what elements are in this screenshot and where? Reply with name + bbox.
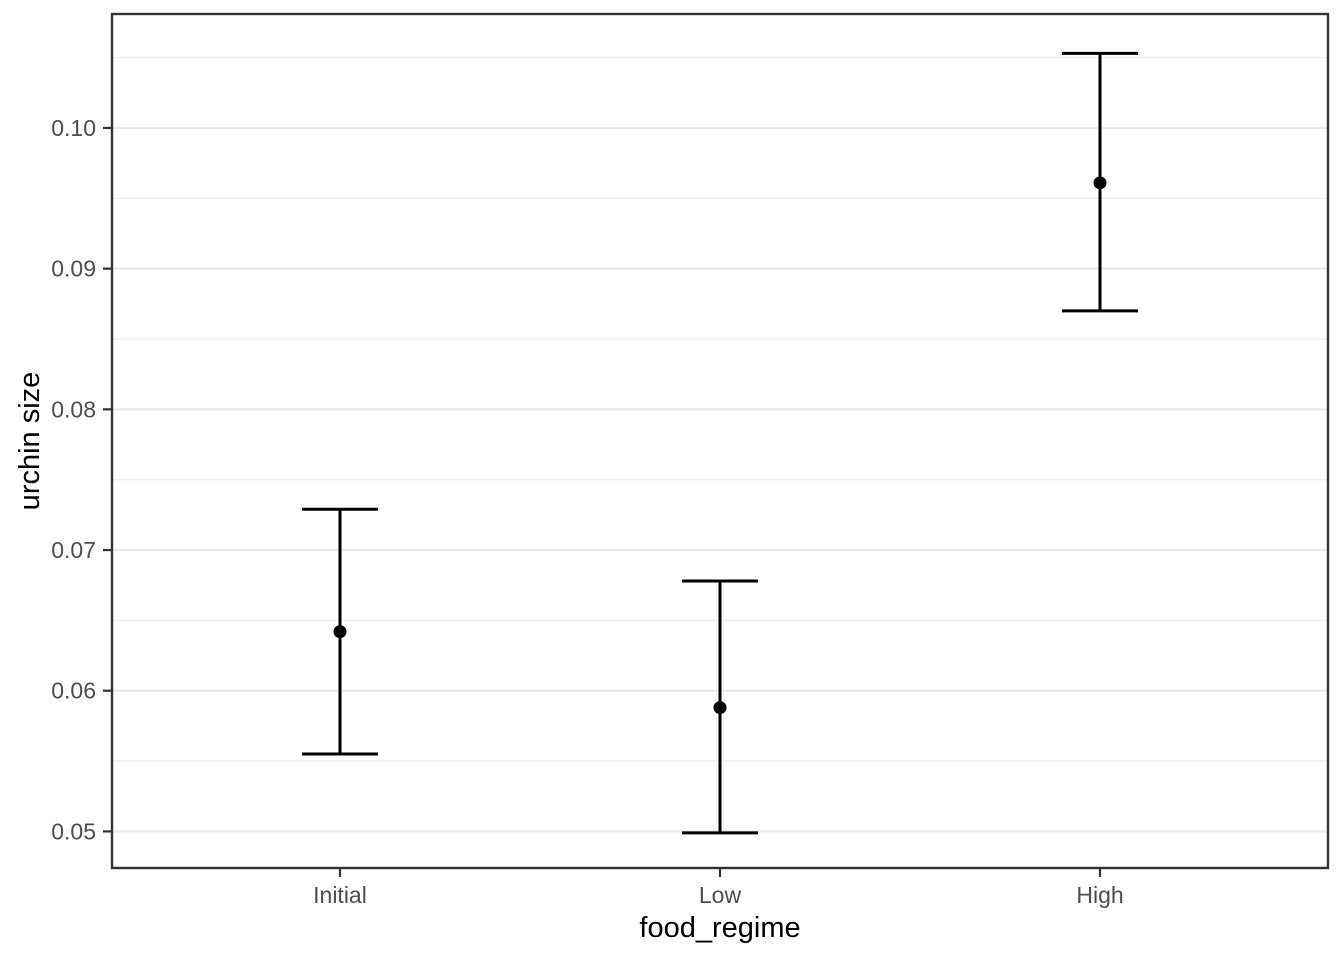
y-axis-tick-labels: 0.05 0.06 0.07 0.08 0.09 0.10	[51, 115, 96, 844]
errorbar-group-low	[682, 579, 758, 835]
x-axis-title: food_regime	[639, 912, 800, 944]
x-axis-tick-labels: Initial Low High	[313, 882, 1124, 908]
major-gridlines	[112, 126, 1328, 833]
x-tick-label: Initial	[313, 882, 367, 908]
errorbar-group-high	[1062, 51, 1138, 313]
errorbar-group-initial	[302, 507, 378, 756]
x-tick-label: Low	[699, 882, 742, 908]
y-tick-label: 0.10	[51, 115, 96, 141]
panel-border	[110, 12, 1330, 870]
fitted-point	[333, 625, 347, 639]
x-tick-label: High	[1076, 882, 1123, 908]
y-tick-label: 0.05	[51, 818, 96, 844]
y-tick-label: 0.07	[51, 537, 96, 563]
axis-tick-marks	[103, 126, 1102, 877]
fitted-point	[713, 701, 727, 715]
y-tick-label: 0.08	[51, 396, 96, 422]
y-tick-label: 0.09	[51, 256, 96, 282]
fitted-point	[1093, 176, 1107, 190]
y-tick-label: 0.06	[51, 678, 96, 704]
y-axis-title: urchin size	[14, 372, 46, 511]
errorbar-series	[302, 51, 1138, 835]
